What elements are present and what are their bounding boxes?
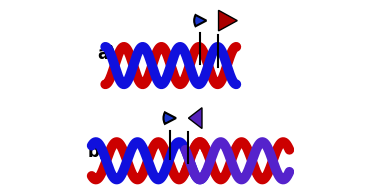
Wedge shape [194,15,206,26]
Text: a): a) [98,45,116,63]
Text: b): b) [88,143,107,161]
Polygon shape [219,10,237,31]
Wedge shape [163,112,176,124]
Polygon shape [188,108,202,128]
